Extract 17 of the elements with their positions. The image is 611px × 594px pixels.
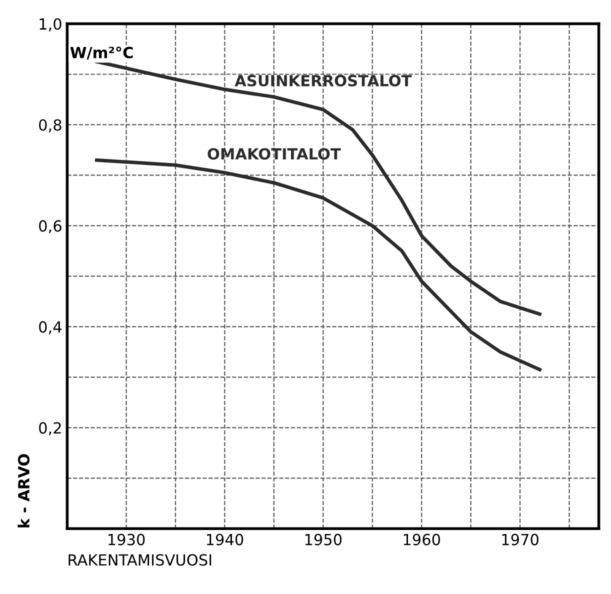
y-tick-label: 0,6 — [39, 220, 62, 234]
series-label: ASUINKERROSTALOT — [234, 74, 412, 86]
y-tick-label: 0,8 — [39, 119, 62, 132]
x-tick-label: 1940 — [206, 534, 244, 546]
x-tick-label: 1970 — [502, 534, 538, 546]
y-tick-label: 0,2 — [39, 422, 61, 436]
x-axis-title: RAKENTAMISVUOSI — [68, 554, 212, 566]
line-series — [95, 158, 542, 372]
y-tick-label: 1,0 — [40, 18, 62, 32]
x-tick-label: 1960 — [404, 534, 440, 546]
y-axis-title: k - ARVO — [18, 454, 30, 528]
annotation: W/m²°C — [70, 46, 133, 60]
x-tick-label: 1950 — [305, 534, 342, 546]
x-tick-label: 1930 — [108, 534, 145, 546]
y-tick-label: 0,4 — [39, 321, 62, 334]
line-series — [95, 60, 542, 316]
series-label: OMAKOTITALOT — [208, 148, 341, 160]
